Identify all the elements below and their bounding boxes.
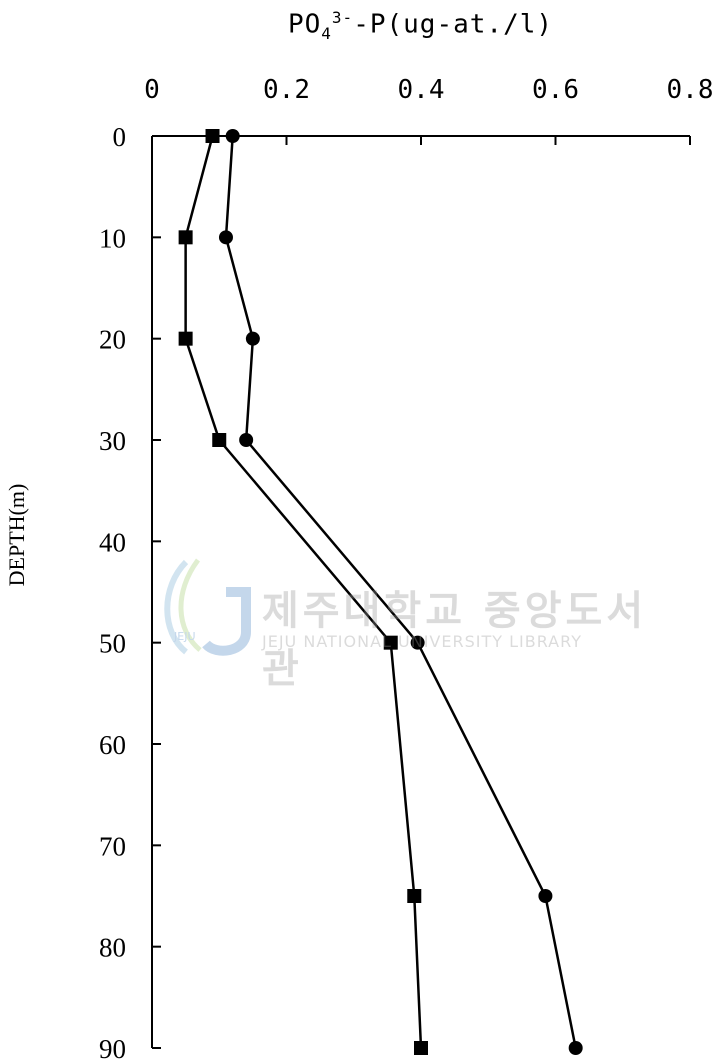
- y-tick-label: 30: [99, 426, 126, 456]
- title-superscript: 3-: [331, 8, 354, 27]
- y-tick-label: 50: [99, 629, 126, 659]
- data-point-square: [212, 433, 227, 447]
- y-tick-label: 90: [99, 1034, 126, 1063]
- data-point-circle: [245, 331, 260, 346]
- y-tick-label: 10: [99, 223, 126, 253]
- y-tick-label: 80: [99, 933, 126, 963]
- data-point-circle: [239, 433, 254, 447]
- data-point-square: [383, 635, 398, 650]
- data-point-square: [178, 230, 193, 245]
- chart-title: PO43--P(ug-at./l): [0, 8, 721, 43]
- data-point-square: [178, 331, 193, 346]
- title-rest: -P(ug-at./l): [353, 9, 554, 40]
- data-point-square: [205, 129, 220, 143]
- data-point-circle: [410, 635, 425, 650]
- data-point-circle: [225, 129, 240, 143]
- y-tick-label: 60: [99, 730, 126, 760]
- data-point-circle: [538, 889, 553, 903]
- x-tick-label: 0.2: [263, 75, 310, 105]
- y-tick-label: 0: [113, 122, 127, 152]
- data-point-circle: [218, 230, 233, 245]
- x-tick-label: 0.8: [667, 75, 714, 105]
- x-tick-label: 0.4: [398, 75, 445, 105]
- title-subscript: 4: [321, 23, 332, 43]
- data-point-circle: [568, 1041, 583, 1055]
- data-point-square: [414, 1041, 428, 1055]
- x-tick-label: 0: [144, 75, 160, 105]
- data-point-square: [407, 889, 422, 903]
- series-line-circle: [224, 135, 577, 1049]
- x-tick-label: 0.6: [532, 75, 579, 105]
- series-line-square: [184, 135, 423, 1049]
- title-base: PO: [287, 9, 322, 40]
- y-tick-label: 40: [99, 527, 126, 557]
- y-tick-label: 20: [99, 325, 126, 355]
- y-tick-label: 70: [99, 831, 126, 861]
